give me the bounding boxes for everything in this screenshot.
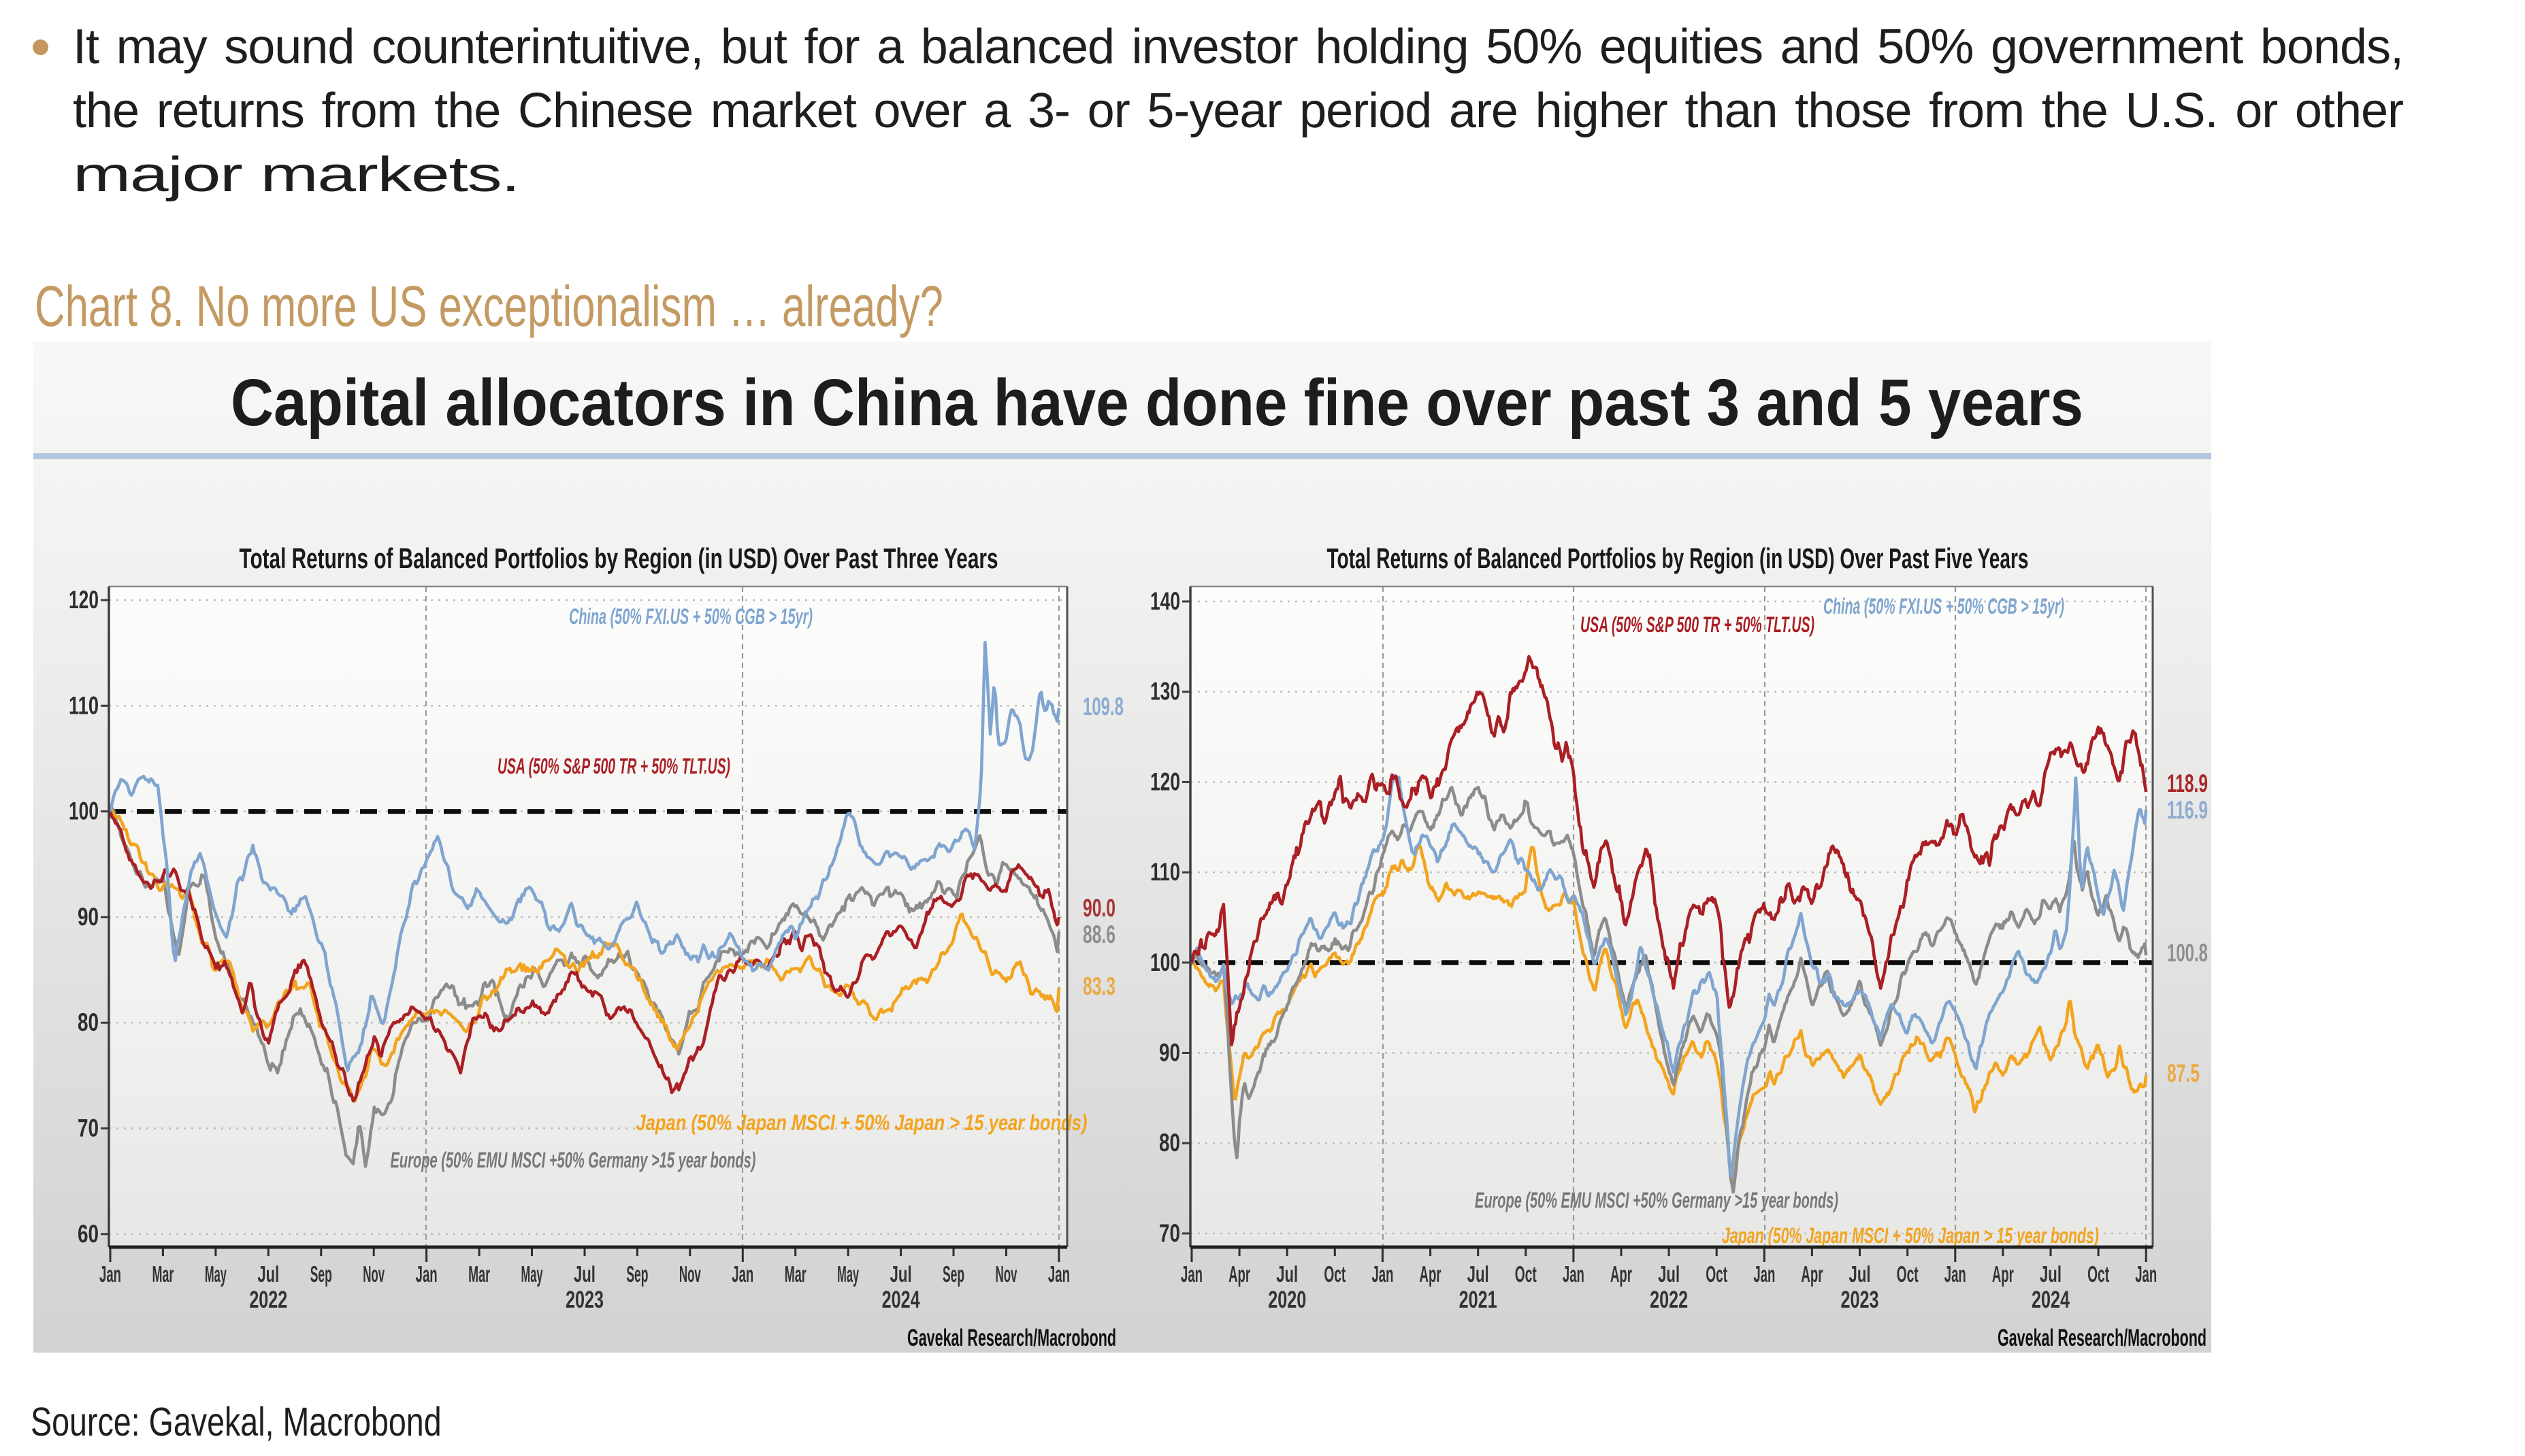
svg-text:Oct: Oct — [1515, 1261, 1537, 1287]
svg-text:87.5: 87.5 — [2167, 1059, 2200, 1087]
svg-text:Jul: Jul — [1658, 1261, 1680, 1287]
svg-text:Mar: Mar — [152, 1261, 174, 1287]
svg-text:90.0: 90.0 — [1083, 894, 1115, 922]
svg-text:109.8: 109.8 — [1083, 693, 1124, 721]
svg-text:Jan: Jan — [416, 1261, 438, 1287]
svg-text:Europe (50% EMU MSCI +50% Germ: Europe (50% EMU MSCI +50% Germany >15 ye… — [391, 1148, 756, 1172]
svg-text:Oct: Oct — [2087, 1261, 2109, 1287]
svg-text:Jul: Jul — [574, 1261, 596, 1287]
svg-text:Jan: Jan — [1753, 1261, 1775, 1287]
svg-text:Japan (50% Japan MSCI + 50% Ja: Japan (50% Japan MSCI + 50% Japan > 15 y… — [636, 1110, 1088, 1135]
svg-text:2020: 2020 — [1268, 1287, 1306, 1313]
svg-text:Jan: Jan — [1371, 1261, 1393, 1287]
svg-text:May: May — [205, 1261, 227, 1287]
svg-text:Mar: Mar — [468, 1261, 490, 1287]
svg-text:Jul: Jul — [1276, 1261, 1298, 1287]
svg-text:Europe (50% EMU MSCI +50% Germ: Europe (50% EMU MSCI +50% Germany >15 ye… — [1475, 1188, 1838, 1212]
svg-text:83.3: 83.3 — [1083, 972, 1115, 1000]
svg-text:118.9: 118.9 — [2167, 770, 2208, 797]
svg-text:Jan: Jan — [1048, 1261, 1070, 1287]
svg-text:120: 120 — [69, 586, 99, 614]
svg-text:Jan: Jan — [99, 1261, 121, 1287]
svg-text:USA (50% S&P 500 TR + 50% TLT.: USA (50% S&P 500 TR + 50% TLT.US) — [1580, 612, 1814, 637]
svg-text:110: 110 — [1150, 858, 1180, 886]
svg-text:2024: 2024 — [2032, 1287, 2070, 1313]
svg-text:Oct: Oct — [1324, 1261, 1346, 1287]
svg-text:Japan (50% Japan MSCI + 50% Ja: Japan (50% Japan MSCI + 50% Japan > 15 y… — [1722, 1223, 2099, 1248]
svg-text:Jul: Jul — [257, 1261, 279, 1287]
svg-text:Oct: Oct — [1706, 1261, 1727, 1287]
svg-text:88.6: 88.6 — [1083, 921, 1115, 948]
svg-text:Apr: Apr — [1610, 1261, 1632, 1287]
svg-text:100.8: 100.8 — [2167, 939, 2208, 967]
svg-text:80: 80 — [1159, 1129, 1180, 1157]
svg-text:2022: 2022 — [1650, 1287, 1688, 1313]
svg-text:Jul: Jul — [2040, 1261, 2062, 1287]
svg-text:90: 90 — [1159, 1039, 1180, 1067]
svg-text:Oct: Oct — [1897, 1261, 1919, 1287]
svg-text:Apr: Apr — [1992, 1261, 2014, 1287]
svg-text:Jul: Jul — [1849, 1261, 1871, 1287]
svg-text:2023: 2023 — [1841, 1287, 1879, 1313]
svg-text:2023: 2023 — [566, 1287, 604, 1313]
svg-text:Nov: Nov — [679, 1261, 701, 1287]
svg-text:USA (50% S&P 500 TR + 50% TLT.: USA (50% S&P 500 TR + 50% TLT.US) — [498, 754, 730, 778]
svg-text:116.9: 116.9 — [2167, 796, 2208, 824]
svg-text:Gavekal Research/Macrobond: Gavekal Research/Macrobond — [1998, 1325, 2206, 1351]
svg-text:Jan: Jan — [1563, 1261, 1584, 1287]
svg-text:Jul: Jul — [1467, 1261, 1489, 1287]
svg-text:Jan: Jan — [1181, 1261, 1203, 1287]
svg-text:Jan: Jan — [732, 1261, 753, 1287]
svg-text:2024: 2024 — [882, 1287, 920, 1313]
svg-text:2022: 2022 — [249, 1287, 287, 1313]
svg-text:Total Returns of Balanced Port: Total Returns of Balanced Portfolios by … — [1327, 542, 2029, 574]
svg-text:China (50% FXI.US + 50% CGB >: China (50% FXI.US + 50% CGB > 15yr) — [1823, 594, 2064, 618]
svg-text:Jan: Jan — [1944, 1261, 1966, 1287]
svg-text:130: 130 — [1150, 678, 1180, 706]
svg-text:Nov: Nov — [363, 1261, 385, 1287]
svg-text:Jan: Jan — [2135, 1261, 2157, 1287]
svg-text:120: 120 — [1150, 767, 1180, 795]
svg-text:Sep: Sep — [310, 1261, 332, 1287]
svg-text:May: May — [837, 1261, 859, 1287]
svg-text:80: 80 — [78, 1008, 99, 1036]
svg-text:Sep: Sep — [943, 1261, 964, 1287]
svg-text:Jul: Jul — [890, 1261, 912, 1287]
svg-text:60: 60 — [78, 1220, 99, 1248]
svg-text:Apr: Apr — [1420, 1261, 1441, 1287]
svg-text:Total Returns of Balanced Port: Total Returns of Balanced Portfolios by … — [240, 542, 998, 574]
svg-text:100: 100 — [69, 797, 99, 825]
svg-text:140: 140 — [1150, 587, 1180, 615]
svg-text:China (50% FXI.US + 50% CGB >: China (50% FXI.US + 50% CGB > 15yr) — [569, 604, 813, 629]
svg-text:70: 70 — [78, 1114, 99, 1142]
svg-text:Sep: Sep — [626, 1261, 648, 1287]
svg-text:Apr: Apr — [1801, 1261, 1823, 1287]
svg-text:Gavekal Research/Macrobond: Gavekal Research/Macrobond — [907, 1325, 1116, 1351]
svg-text:100: 100 — [1150, 948, 1180, 976]
svg-text:May: May — [521, 1261, 543, 1287]
svg-text:2021: 2021 — [1459, 1287, 1497, 1313]
svg-text:Mar: Mar — [785, 1261, 807, 1287]
svg-text:110: 110 — [69, 691, 99, 719]
svg-text:70: 70 — [1159, 1219, 1180, 1247]
svg-text:90: 90 — [78, 903, 99, 931]
svg-text:Nov: Nov — [995, 1261, 1017, 1287]
svg-text:Apr: Apr — [1228, 1261, 1250, 1287]
svg-text:Capital allocators in China ha: Capital allocators in China have done fi… — [231, 365, 2083, 440]
